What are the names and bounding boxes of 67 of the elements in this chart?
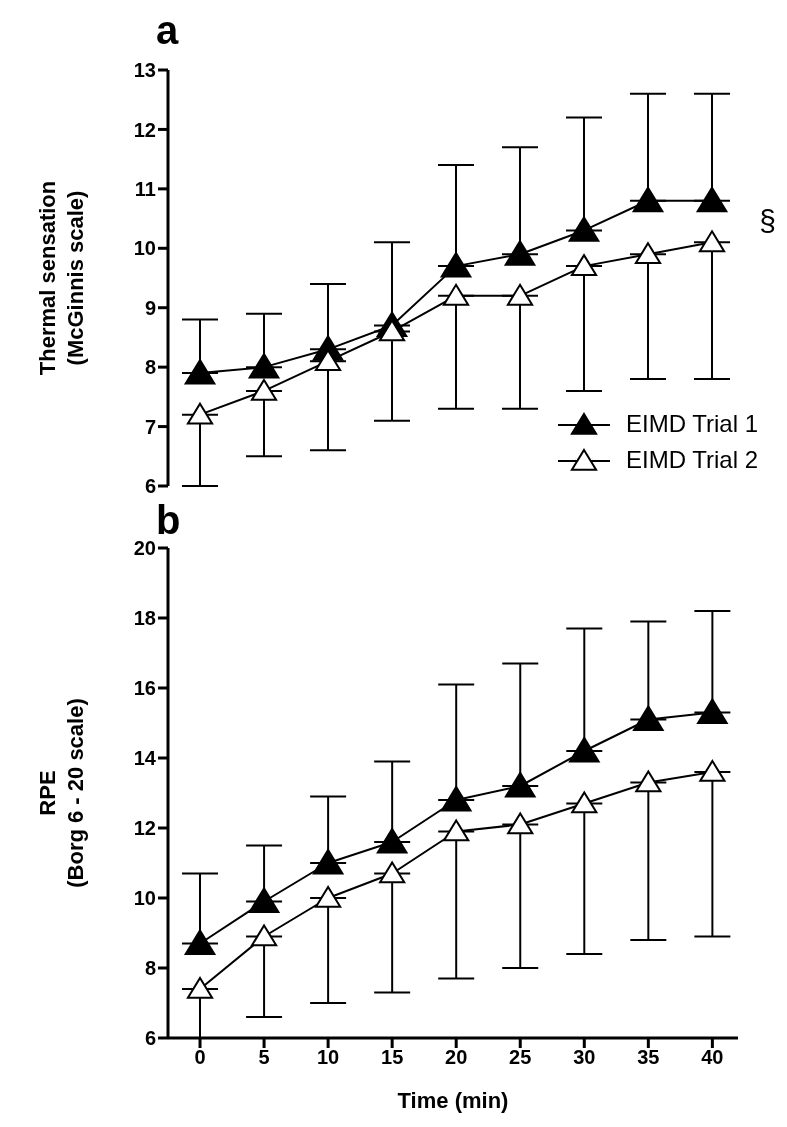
x-tick-label: 30 — [573, 1046, 596, 1069]
point — [248, 887, 280, 913]
point — [634, 242, 662, 265]
point — [568, 216, 600, 242]
y-tick-label: 16 — [133, 677, 156, 700]
point — [312, 849, 344, 875]
x-tick-label: 10 — [316, 1046, 340, 1069]
point — [635, 770, 662, 793]
point — [632, 186, 664, 213]
y-tick-label: 11 — [134, 177, 156, 200]
y-tick-label: 6 — [144, 1027, 156, 1050]
y-tick-label: 8 — [144, 957, 156, 980]
point — [697, 698, 728, 724]
x-tick-label: 20 — [445, 1046, 468, 1069]
y-axis-title: RPE (Borg 6 - 20 scale) — [35, 698, 88, 888]
point — [248, 353, 280, 379]
chart-title: b — [156, 498, 181, 542]
point — [186, 402, 214, 425]
point — [379, 861, 406, 884]
y-tick-label: 14 — [133, 747, 157, 770]
chart-title: a — [156, 8, 179, 52]
y-tick-label: 12 — [133, 118, 156, 141]
y-tick-label: 10 — [133, 237, 156, 260]
point — [440, 786, 472, 812]
text: § — [759, 204, 776, 238]
point — [504, 240, 536, 266]
point — [571, 791, 598, 814]
point — [186, 977, 214, 999]
point — [376, 828, 408, 854]
point — [250, 924, 278, 947]
x-tick-label: 5 — [258, 1046, 270, 1069]
y-tick-label: 13 — [133, 59, 156, 82]
point — [184, 929, 216, 955]
point — [504, 772, 536, 798]
y-tick-label: 18 — [133, 607, 156, 630]
y-tick-label: 6 — [144, 475, 156, 498]
point — [443, 819, 470, 842]
point — [314, 349, 342, 371]
point — [442, 283, 470, 306]
point — [184, 359, 216, 385]
y-tick-label: 10 — [133, 887, 156, 910]
x-tick-label: 0 — [194, 1046, 206, 1069]
legend-label: EIMD Trial 2 — [625, 446, 758, 474]
point — [633, 705, 664, 731]
point — [506, 283, 534, 306]
point — [570, 254, 598, 276]
point — [378, 319, 406, 342]
y-tick-label: 12 — [133, 817, 156, 840]
point — [315, 886, 342, 908]
point — [250, 378, 278, 401]
y-tick-label: 9 — [144, 296, 156, 319]
x-tick-label: 25 — [509, 1046, 532, 1069]
y-axis-title: Thermal sensation (McGinnis scale) — [35, 180, 88, 376]
x-axis-title: Time (min) — [397, 1088, 509, 1113]
x-tick-label: 35 — [637, 1046, 660, 1069]
point — [696, 186, 728, 213]
point — [568, 737, 600, 763]
point — [698, 230, 726, 253]
point — [507, 812, 534, 835]
y-tick-label: 20 — [133, 537, 156, 560]
y-tick-label: 8 — [144, 356, 156, 379]
legend-label: EIMD Trial 1 — [625, 410, 758, 438]
x-tick-label: 15 — [381, 1046, 404, 1069]
point — [699, 760, 726, 782]
y-tick-label: 7 — [144, 415, 156, 438]
point — [440, 252, 472, 278]
x-tick-label: 40 — [701, 1046, 724, 1069]
